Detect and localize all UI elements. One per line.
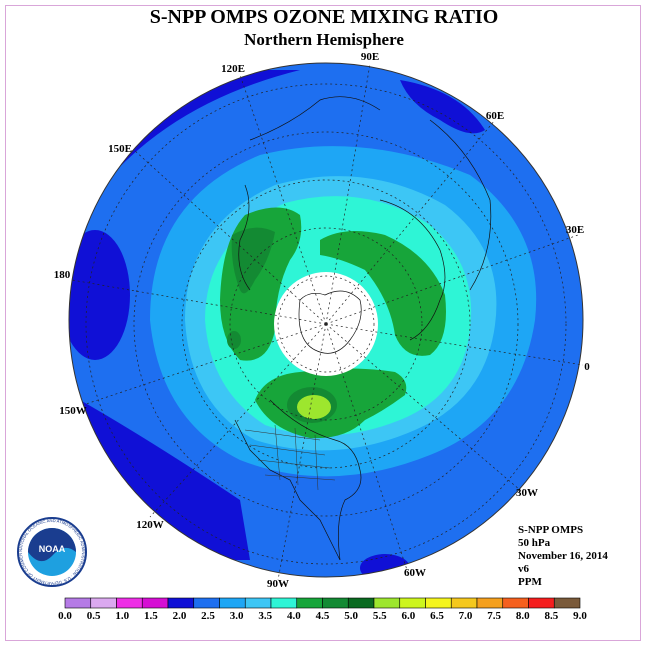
lon-label-150e: 150E	[108, 143, 132, 155]
europe-coast	[379, 199, 446, 341]
coastlines	[234, 96, 492, 561]
info-block: S-NPP OMPS 50 hPa November 16, 2014 v6 P…	[518, 524, 608, 589]
colorbar-box-0	[64, 597, 92, 609]
colorbar-label-3: 1.5	[144, 610, 158, 622]
colorbar-box-16	[476, 597, 504, 609]
band-5-0-pocket	[227, 331, 241, 349]
latitude-50	[133, 131, 519, 517]
colorbar-box-10	[322, 597, 349, 609]
asia-coast	[249, 96, 381, 141]
colorbar-box-15	[450, 597, 478, 609]
meridian-90e	[325, 63, 371, 325]
meridian-120w	[149, 323, 327, 518]
lon-label-0: 0	[584, 361, 590, 373]
lon-label-90e: 90E	[361, 51, 379, 63]
colorbar-label-0: 0.0	[58, 610, 72, 622]
info-instrument: S-NPP OMPS	[518, 524, 584, 536]
map-title: S-NPP OMPS OZONE MIXING RATIO	[149, 6, 499, 28]
noaa-logo: NATIONAL OCEANIC AND ATMOSPHERIC ADMINIS…	[16, 516, 87, 587]
lon-label-30w: 30W	[516, 487, 538, 499]
latitude-40	[85, 83, 567, 565]
lon-label-60e: 60E	[486, 110, 504, 122]
lon-label-30e: 30E	[566, 224, 584, 236]
longitude-labels: 90E 60E 30E 0 30W 60W 90W 120W 150W 180 …	[54, 51, 591, 590]
colorbar-box-14	[425, 597, 452, 609]
lon-label-120e: 120E	[221, 63, 245, 75]
map-subtitle: Northern Hemisphere	[244, 30, 404, 49]
meridian-60w	[325, 323, 409, 574]
colorbar-label-4: 2.0	[173, 610, 187, 622]
band-4-5-east	[320, 231, 446, 356]
colorbar-label-15: 7.5	[487, 610, 501, 622]
meridian-0	[325, 323, 584, 366]
us-state-boundaries	[244, 424, 336, 491]
colorbar-box-12	[373, 597, 401, 609]
meridian-120e	[239, 74, 327, 325]
colorbar-label-16: 8.0	[516, 610, 530, 622]
info-date: November 16, 2014	[518, 550, 608, 562]
north-america-west-coast	[234, 419, 341, 561]
colorbar-box-2	[116, 597, 143, 609]
colorbar-label-8: 4.0	[287, 610, 301, 622]
colorbar-box-9	[296, 597, 323, 609]
colorbar-label-17: 8.5	[545, 610, 559, 622]
colorbar-label-10: 5.0	[344, 610, 358, 622]
eurasia-east-coast	[429, 119, 492, 291]
lon-label-180: 180	[54, 269, 71, 281]
band-2-0-northeast	[400, 80, 485, 134]
colorbar-label-6: 3.0	[230, 610, 244, 622]
info-version: v6	[518, 563, 529, 575]
colorbar-box-5	[193, 597, 220, 609]
lon-label-150w: 150W	[59, 405, 87, 417]
colorbar-box-17	[502, 597, 529, 609]
colorbar-boxes	[64, 597, 581, 609]
lon-label-120w: 120W	[136, 519, 164, 531]
lon-label-90w: 90W	[267, 578, 289, 590]
lon-label-60w: 60W	[404, 567, 426, 579]
colorbar-label-9: 4.5	[316, 610, 330, 622]
logo-noaa-text: NOAA	[39, 544, 66, 554]
colorbar-box-13	[399, 597, 426, 609]
band-5-5	[297, 395, 331, 419]
colorbar-box-18	[528, 597, 555, 609]
colorbar-box-8	[270, 597, 298, 609]
latitude-80	[277, 275, 375, 373]
info-pressure: 50 hPa	[518, 537, 551, 549]
figure-frame	[5, 5, 641, 641]
colorbar-label-18: 9.0	[573, 610, 587, 622]
colorbar-label-2: 1.0	[115, 610, 129, 622]
band-2-0-west	[69, 230, 130, 360]
colorbar-box-7	[244, 597, 272, 609]
colorbar-box-4	[167, 597, 195, 609]
meridian-60e	[325, 119, 496, 325]
colorbar-label-14: 7.0	[459, 610, 473, 622]
colorbar-label-5: 2.5	[201, 610, 215, 622]
colorbar-label-7: 3.5	[258, 610, 272, 622]
globe-outline	[68, 62, 584, 578]
colorbar-box-11	[347, 597, 375, 609]
colorbar-label-13: 6.5	[430, 610, 444, 622]
info-units: PPM	[518, 576, 542, 588]
colorbar-box-6	[219, 597, 246, 609]
colorbar-label-11: 5.5	[373, 610, 387, 622]
colorbar-box-3	[141, 597, 169, 609]
colorbar-box-19	[553, 597, 581, 609]
latitude-70	[229, 227, 423, 421]
north-america-east-coast	[269, 399, 362, 561]
siberia-coast	[238, 184, 251, 291]
latitude-60	[181, 179, 471, 469]
greenland-coast	[298, 290, 362, 354]
colorbar-labels: 0.0 0.5 1.0 1.5 2.0 2.5 3.0 3.5 4.0 4.5 5.0 5.5 6.0 6…	[58, 610, 587, 622]
meridian-150e	[133, 149, 327, 325]
colorbar-label-12: 6.0	[401, 610, 415, 622]
colorbar-box-1	[90, 597, 117, 609]
logo-bird-shape	[28, 528, 76, 562]
colorbar-label-1: 0.5	[87, 610, 101, 622]
state-lines	[244, 424, 336, 491]
